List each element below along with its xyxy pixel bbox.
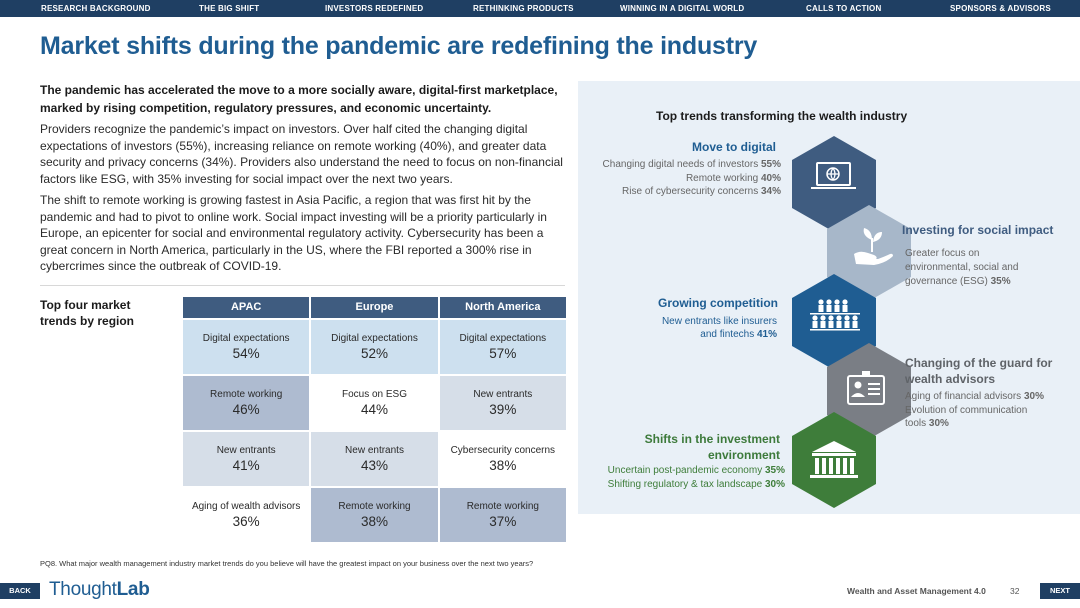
trend-detail: Uncertain post-pandemic economy 35% — [607, 465, 785, 476]
nav-investors-redefined[interactable]: INVESTORS REDEFINED — [325, 4, 424, 13]
table-cell: Remote working 38% — [311, 488, 440, 542]
trend-heading-growing-competition: Growing competition — [658, 296, 778, 310]
page-number: 32 — [1010, 586, 1020, 596]
hexagon-growing-competition — [792, 274, 876, 370]
nav-winning-in-a-digital-world[interactable]: WINNING IN A DIGITAL WORLD — [620, 4, 745, 13]
cell-value: 52% — [360, 345, 388, 361]
cell-label: Digital expectations — [331, 332, 418, 344]
table-cell: New entrants 39% — [439, 376, 566, 430]
people-group-icon — [810, 299, 860, 331]
trend-detail: New entrants like insurers — [661, 316, 777, 327]
trend-detail: governance (ESG) 35% — [905, 276, 1011, 287]
table-cell: Cybersecurity concerns 38% — [439, 432, 566, 486]
body-paragraph-1: Providers recognize the pandemic’s impac… — [40, 122, 563, 186]
cell-label: New entrants — [473, 388, 533, 400]
cell-value: 44% — [360, 401, 388, 417]
body-paragraph-2: The shift to remote working is growing f… — [40, 193, 547, 274]
divider — [40, 285, 565, 286]
table-row: Remote working 46% Focus on ESG 44% New en… — [183, 374, 566, 430]
cell-value: 37% — [489, 513, 517, 529]
cell-label: Digital expectations — [459, 332, 547, 344]
table-row: New entrants 41% New entrants 43% Cybersec… — [183, 430, 566, 486]
table-cell: Remote working 46% — [183, 376, 312, 430]
nav-sponsors-advisors[interactable]: SPONSORS & ADVISORS — [950, 4, 1051, 13]
cell-value: 46% — [232, 401, 260, 417]
cell-value: 43% — [360, 457, 388, 473]
col-header-europe: Europe — [311, 297, 440, 318]
col-header-apac: APAC — [183, 297, 312, 318]
nav-research-background[interactable]: RESEARCH BACKGROUND — [41, 4, 151, 13]
top-nav: RESEARCH BACKGROUND THE BIG SHIFT INVEST… — [0, 0, 1080, 17]
cell-value: 38% — [489, 457, 517, 473]
hexagon-investment-environment — [792, 412, 876, 508]
table-cell: Digital expectations 52% — [311, 320, 440, 374]
trend-detail: and fintechs 41% — [700, 329, 777, 340]
cell-label: New entrants — [216, 444, 276, 456]
region-trends-table: APAC Europe North America Digital expect… — [183, 297, 566, 542]
trend-detail: Aging of financial advisors 30% — [905, 391, 1044, 402]
laptop-globe-icon — [811, 162, 856, 189]
table-cell: Remote working 37% — [439, 488, 566, 542]
nav-calls-to-action[interactable]: CALLS TO ACTION — [806, 4, 882, 13]
nav-rethinking-products[interactable]: RETHINKING PRODUCTS — [473, 4, 574, 13]
panel-title: Top trends transforming the wealth indus… — [656, 109, 908, 123]
trend-detail: Rise of cybersecurity concerns 34% — [622, 186, 781, 197]
bank-building-icon — [810, 441, 858, 478]
thoughtlab-logo: ThoughtLab — [49, 579, 150, 600]
cell-label: Remote working — [210, 388, 283, 400]
trend-heading-investment-environment: Shifts in the investment environment — [644, 432, 780, 462]
table-cell: Aging of wealth advisors 36% — [183, 488, 312, 542]
trend-detail: Greater focus on — [905, 248, 980, 259]
cell-value: 41% — [232, 457, 260, 473]
next-button[interactable]: NEXT — [1040, 583, 1080, 599]
page-title: Market shifts during the pandemic are re… — [40, 32, 758, 60]
hexagon-changing-guard — [827, 343, 911, 439]
cell-label: Remote working — [338, 500, 411, 512]
table-cell: New entrants 43% — [311, 432, 440, 486]
cell-label: Aging of wealth advisors — [191, 500, 301, 512]
cell-label: Remote working — [466, 500, 539, 512]
trend-detail: tools 30% — [905, 418, 949, 429]
cell-label: Focus on ESG — [341, 388, 407, 400]
cell-value: 38% — [360, 513, 388, 529]
nav-the-big-shift[interactable]: THE BIG SHIFT — [199, 4, 260, 13]
cell-label: Cybersecurity concerns — [450, 444, 556, 456]
table-cell: Focus on ESG 44% — [311, 376, 440, 430]
col-header-north-america: North America — [465, 301, 541, 313]
back-button[interactable]: BACK — [0, 583, 40, 599]
trend-heading-social-impact: Investing for social impact — [902, 223, 1054, 237]
cell-value: 57% — [489, 345, 517, 361]
trend-detail: Changing digital needs of investors 55% — [602, 159, 781, 170]
report-title: Wealth and Asset Management 4.0 — [847, 586, 986, 596]
hexagon-social-impact — [827, 205, 911, 301]
table-row: Digital expectations 54% Digital expectat… — [183, 318, 566, 374]
cell-value: 39% — [489, 401, 517, 417]
table-row: Aging of wealth advisors 36% Remote worki… — [183, 486, 566, 542]
table-label: Top four market trends by region — [40, 298, 135, 328]
cell-label: Digital expectations — [202, 332, 290, 344]
cell-label: New entrants — [345, 444, 404, 456]
footnote: PQ8. What major wealth management indust… — [40, 559, 534, 568]
trend-detail: Shifting regulatory & tax landscape 30% — [607, 479, 785, 490]
trend-heading-move-to-digital: Move to digital — [692, 140, 776, 154]
trend-detail: Evolution of communication — [905, 405, 1028, 416]
cell-value: 36% — [232, 513, 260, 529]
table-cell: Digital expectations 57% — [439, 320, 566, 374]
trend-heading-changing-guard: Changing of the guard for wealth advisors — [905, 356, 1053, 386]
cell-value: 54% — [232, 345, 260, 361]
hand-plant-icon — [854, 228, 893, 265]
trend-detail: Remote working 40% — [685, 173, 781, 184]
id-card-icon — [847, 371, 885, 405]
table-cell: New entrants 41% — [183, 432, 312, 486]
table-cell: Digital expectations 54% — [183, 320, 312, 374]
table-header-row: APAC Europe North America — [183, 297, 566, 318]
lead-text: The pandemic has accelerated the move to… — [40, 83, 558, 115]
trend-detail: environmental, social and — [905, 262, 1019, 273]
